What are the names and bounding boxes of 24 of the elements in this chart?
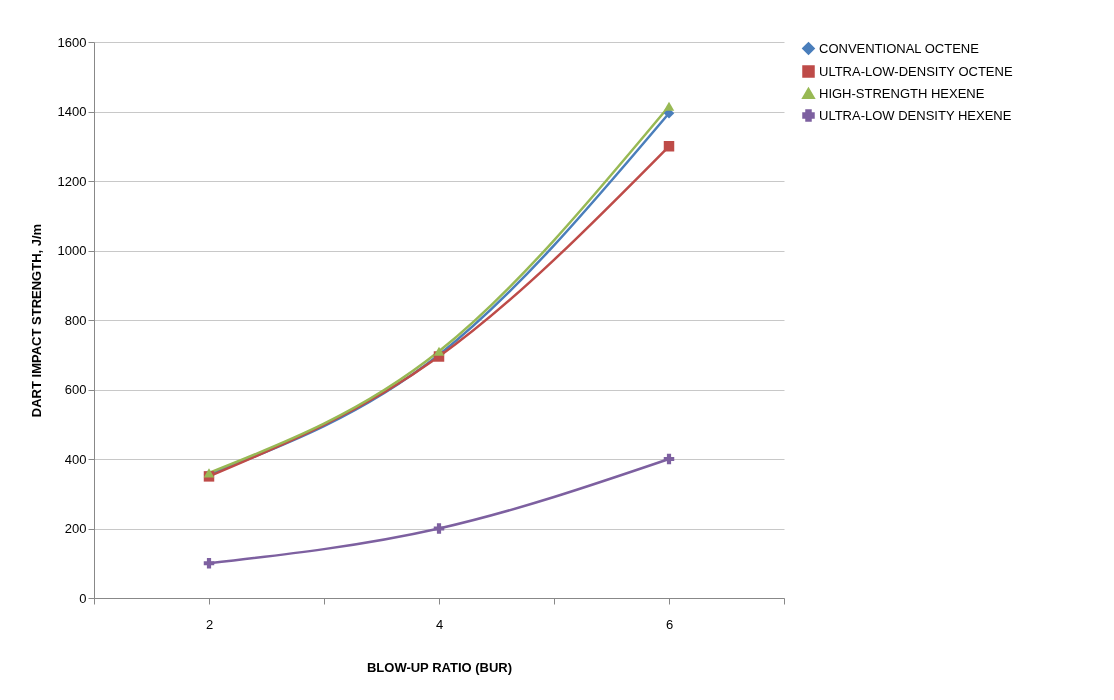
point	[663, 141, 675, 152]
point	[663, 453, 675, 465]
y-tick-label: 800	[64, 312, 87, 328]
point	[433, 346, 445, 356]
y-tick-label: 400	[64, 451, 87, 467]
y-tick-label: 0	[79, 590, 87, 606]
x-tick-label: 6	[665, 616, 674, 632]
y-tick-label: 1400	[57, 104, 87, 119]
y-tick-label: 600	[64, 382, 87, 397]
x-axis-title: BLOW-UP RATIO (BUR)	[366, 659, 513, 675]
legend-label: CONVENTIONAL OCTENE	[819, 40, 980, 56]
legend-label: ULTRA-LOW-DENSITY OCTENE	[819, 63, 1013, 79]
y-tick-label: 1200	[57, 173, 87, 189]
y-tick-label: 1000	[57, 243, 87, 258]
point	[203, 558, 215, 569]
y-tick-label: 200	[64, 521, 87, 536]
y-axis-title: DART IMPACT STRENGTH, J/m	[28, 223, 44, 418]
point	[433, 523, 445, 534]
legend-label: ULTRA-LOW DENSITY HEXENE	[819, 107, 1012, 123]
x-tick-label: 2	[205, 616, 214, 632]
y-tick-label: 1600	[57, 34, 87, 50]
x-tick-label: 4	[435, 616, 444, 632]
legend-label: HIGH-STRENGTH HEXENE	[819, 85, 985, 101]
point	[663, 101, 675, 111]
